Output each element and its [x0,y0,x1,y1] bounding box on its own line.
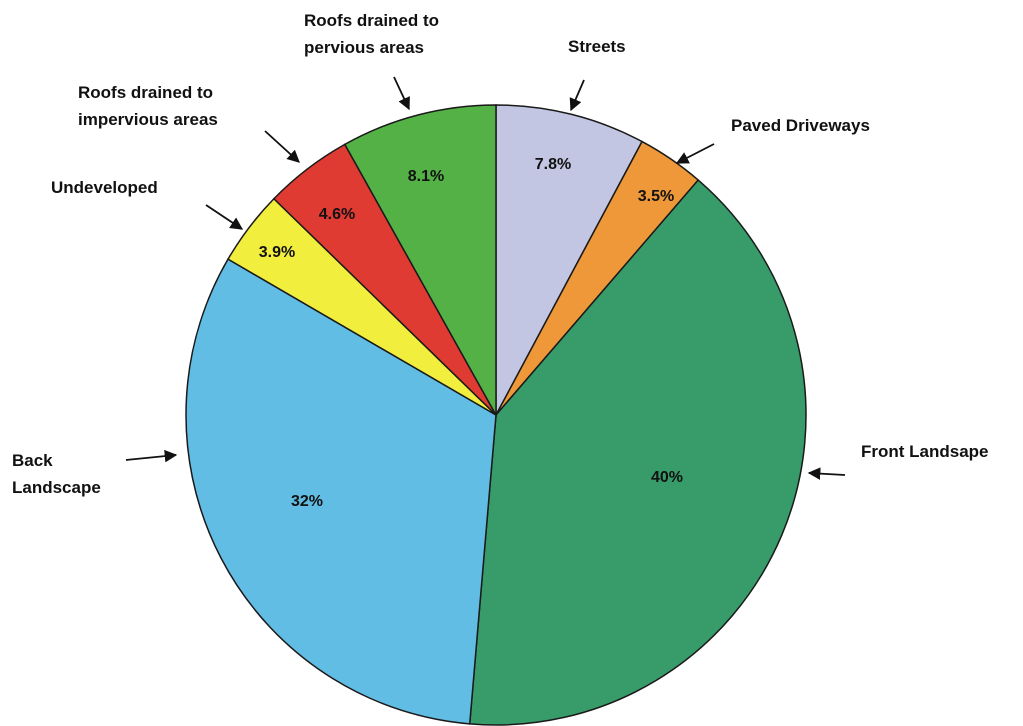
percentage-labels: 7.8% 3.5% 40% 32% 3.9% 4.6% 8.1% [259,156,683,510]
percent-label: 32% [291,493,323,510]
category-label: Front Landsape [861,442,989,461]
percent-label: 7.8% [535,156,571,173]
label-arrow [807,467,846,480]
percent-label: 3.5% [638,188,674,205]
category-label: Streets [568,37,626,56]
pie-slices [185,104,807,726]
pie-slice-front-landsape [468,178,807,726]
category-label: Roofs drained to pervious areas [304,11,439,57]
category-labels: Streets Paved Driveways Front Landsape Back… [12,11,989,497]
pie-slice-roofs-drained-to-pervious-areas [343,104,497,418]
category-label: Back Landscape [12,451,101,497]
percent-label: 3.9% [259,244,295,261]
label-arrow [569,79,585,112]
category-label: Paved Driveways [731,116,870,135]
label-arrow [393,76,410,111]
category-label: Roofs drained to impervious areas [78,83,218,129]
percent-label: 40% [651,469,683,486]
percent-label: 8.1% [408,168,444,185]
label-arrow [675,143,715,164]
label-arrow [125,449,178,463]
percent-label: 4.6% [319,206,355,223]
pie-slice-back-landscape [185,258,497,725]
label-arrow [264,130,300,163]
label-arrows [125,76,846,480]
label-arrow [205,204,244,230]
category-label: Undeveloped [51,178,158,197]
pie-slice-streets [495,104,644,416]
